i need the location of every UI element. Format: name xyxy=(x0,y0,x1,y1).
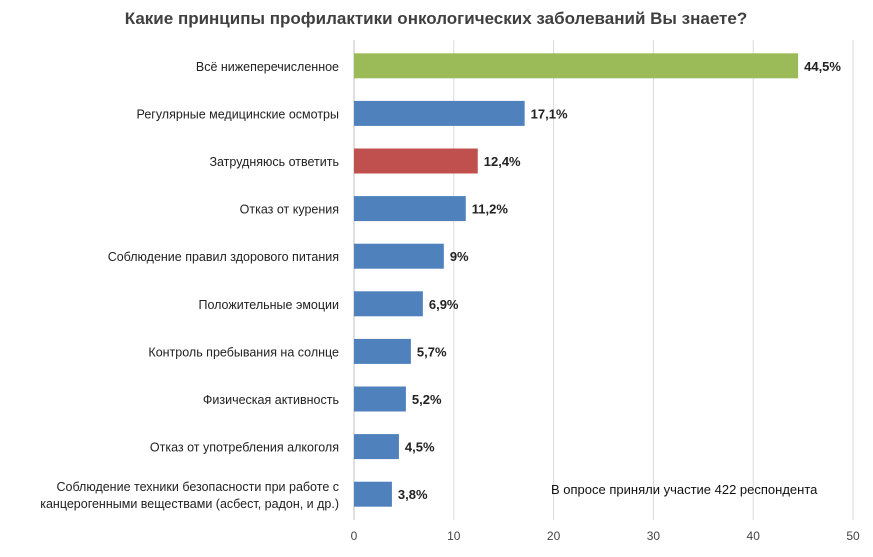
value-label: 3,8% xyxy=(398,487,428,502)
category-label: Соблюдение техники безопасности при рабо… xyxy=(40,480,339,511)
category-label: Отказ от употребления алкоголя xyxy=(150,441,339,455)
category-label: Положительные эмоции xyxy=(198,298,339,312)
value-label: 6,9% xyxy=(429,297,459,312)
bars xyxy=(354,53,799,507)
x-tick-label: 30 xyxy=(647,529,661,543)
x-tick-label: 20 xyxy=(547,529,561,543)
category-label: Отказ от курения xyxy=(240,203,339,217)
value-label: 9% xyxy=(450,249,469,264)
chart-title: Какие принципы профилактики онкологическ… xyxy=(125,9,747,28)
bar xyxy=(354,291,423,317)
value-label: 12,4% xyxy=(484,154,521,169)
x-tick-label: 10 xyxy=(447,529,461,543)
value-label: 11,2% xyxy=(472,202,509,217)
bar xyxy=(354,434,399,460)
category-label: Соблюдение правил здорового питания xyxy=(108,250,339,264)
bar xyxy=(354,481,392,507)
value-label: 5,2% xyxy=(412,392,442,407)
x-tick-label: 0 xyxy=(351,529,358,543)
category-label: Контроль пребывания на солнце xyxy=(148,345,339,359)
bar xyxy=(354,148,478,174)
bar xyxy=(354,386,406,412)
category-label: Затрудняюсь ответить xyxy=(209,155,339,169)
category-label: Регулярные медицинские осмотры xyxy=(137,107,339,121)
bar xyxy=(354,338,411,364)
value-label: 4,5% xyxy=(405,440,435,455)
category-label: Всё нижеперечисленное xyxy=(196,60,339,74)
category-labels: Всё нижеперечисленное Регулярные медицинс… xyxy=(40,60,339,511)
category-label: Физическая активность xyxy=(203,393,339,407)
bar xyxy=(354,53,799,79)
x-tick-label: 40 xyxy=(747,529,761,543)
x-axis-ticks: 0 10 20 30 40 50 xyxy=(351,529,860,543)
bar xyxy=(354,100,525,126)
respondents-note: В опросе приняли участие 422 респондента xyxy=(551,482,818,497)
value-labels: 44,5% 17,1% 12,4% 11,2% 9% 6,9% 5,7% 5,2% 4,5% 3,… xyxy=(398,59,841,502)
bar xyxy=(354,196,466,222)
value-label: 17,1% xyxy=(531,106,568,121)
value-label: 5,7% xyxy=(417,344,447,359)
bar xyxy=(354,243,444,269)
value-label: 44,5% xyxy=(804,59,841,74)
x-tick-label: 50 xyxy=(846,529,860,543)
